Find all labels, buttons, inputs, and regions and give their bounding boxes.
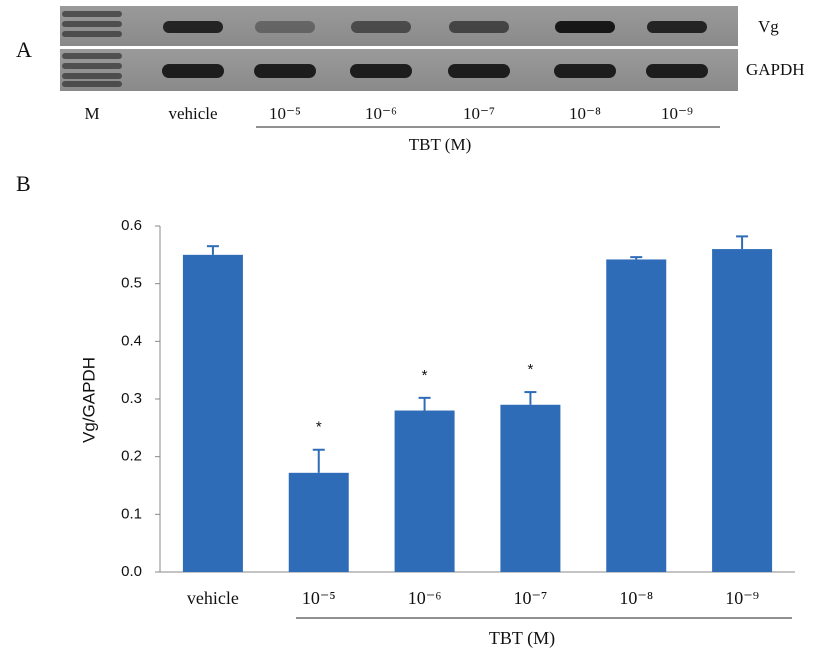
ladder-band [62,73,122,79]
row-label: Vg [758,17,779,36]
gapdh-band [162,64,224,78]
y-tick-label: 0.2 [121,448,142,465]
significance-mark: * [316,419,322,436]
lane-label: 10⁻⁷ [463,104,495,123]
gapdh-band [350,64,412,78]
lane-label: 10⁻⁶ [365,104,397,123]
vg-band [449,21,509,33]
ladder-band [62,21,122,27]
significance-mark: * [422,367,428,384]
y-tick-label: 0.5 [121,275,142,292]
vg-band [163,21,223,33]
lane-label: vehicle [168,104,217,123]
x-tick-label: vehicle [187,588,239,608]
significance-mark: * [527,361,533,378]
group-label: TBT (M) [409,135,472,154]
ladder-band [62,11,122,17]
bar [394,410,455,572]
ladder-band [62,31,122,37]
x-tick-label: 10⁻⁹ [725,588,759,608]
vg-band [555,21,615,33]
lane-label: 10⁻⁵ [269,104,301,123]
y-tick-label: 0.6 [121,217,142,234]
bar [712,249,773,573]
group-label: TBT (M) [489,628,555,649]
lane-label: M [84,104,99,123]
bar [606,259,667,572]
row-label: GAPDH [746,60,805,79]
y-tick-label: 0.3 [121,390,142,407]
bar [288,472,349,572]
ladder-band [62,81,122,87]
vg-band [647,21,707,33]
y-tick-label: 0.1 [121,505,142,522]
y-axis-label: Vg/GAPDH [79,357,98,443]
x-tick-label: 10⁻⁸ [619,588,653,608]
bar [500,404,561,572]
panel-label: A [16,37,32,62]
vg-band [255,21,315,33]
vg-band [351,21,411,33]
ladder-band [62,63,122,69]
gapdh-band [646,64,708,78]
gel-bands [62,11,708,87]
gapdh-band [254,64,316,78]
gapdh-band [554,64,616,78]
x-tick-label: 10⁻⁷ [514,588,548,608]
lane-label: 10⁻⁹ [661,104,693,123]
y-tick-label: 0.0 [121,563,142,580]
y-tick-label: 0.4 [121,332,142,349]
bar [182,254,243,573]
x-tick-label: 10⁻⁶ [408,588,442,608]
ladder-band [62,53,122,59]
gapdh-band [448,64,510,78]
panel-label: B [16,171,31,196]
x-tick-label: 10⁻⁵ [302,588,336,608]
lane-label: 10⁻⁸ [569,104,601,123]
